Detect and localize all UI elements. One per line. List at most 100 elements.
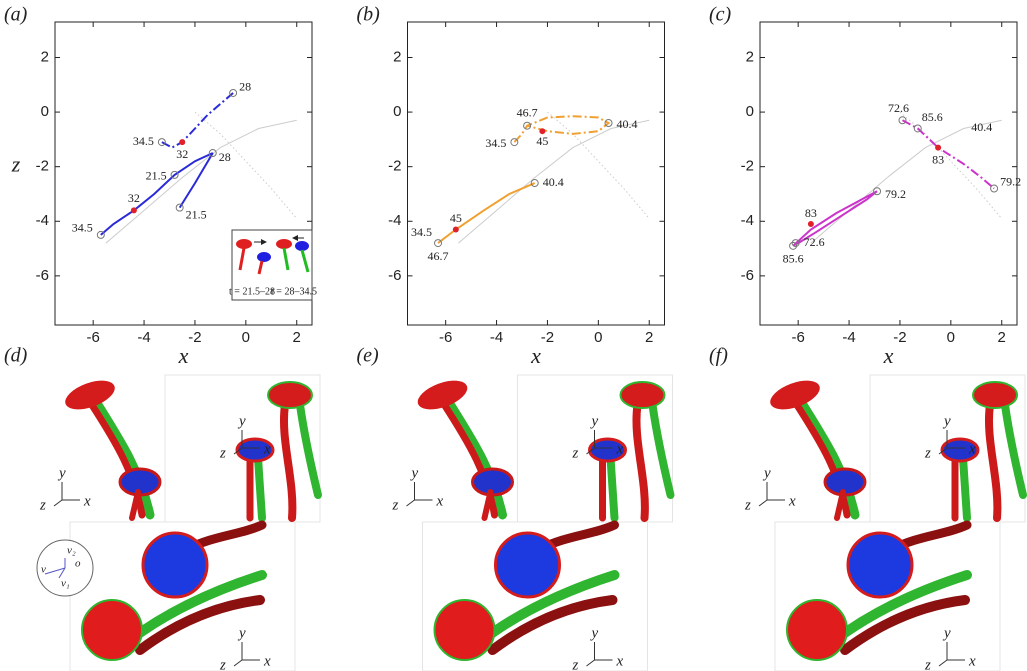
inset-icon [276,239,292,249]
inset-icon [300,249,310,273]
series-line [547,111,650,219]
series-line [899,111,1003,219]
vortex-sphere [494,531,561,599]
vortex-sphere [141,531,209,599]
point-marker [530,179,539,188]
point-label: 85.6 [922,110,943,124]
point-marker [807,221,814,227]
y-tick-label: 2 [393,48,401,65]
x-tick-label: 0 [594,329,602,346]
axis-letter: x [968,653,976,669]
axis-letter: y [237,625,246,641]
vortex-tube [125,570,267,645]
inset-label: t = 21.5–28 [229,286,275,297]
vortex-cap [588,437,627,463]
y-tick-label: -2 [388,158,401,175]
vortex-sphere [786,599,848,661]
x-tick-label: -6 [439,329,452,346]
vortex-tube [439,398,498,519]
x-tick-label: -2 [541,329,554,346]
vortex-cap [417,380,468,410]
x-tick-label: 0 [947,329,955,346]
y-tick-label: -2 [741,158,754,175]
vortex-sphere [81,599,143,661]
series-line [792,190,878,247]
y-tick-label: 0 [41,103,49,120]
axis-letter: z [572,445,579,461]
axis-triad [406,482,433,507]
axis-letter: z [744,497,751,513]
vortex-tube [90,395,155,520]
point-marker [452,226,459,233]
inset-label: t = 28–34.5 [271,286,317,297]
vortex-cap [619,381,666,409]
axis-letter: z [39,497,46,513]
vortex-cap [65,380,115,410]
x-axis-label: x [178,343,189,368]
x-tick-label: 2 [998,329,1006,346]
series-line [105,119,297,244]
point-label: 83 [805,206,817,220]
x-axis-label: x [530,343,541,368]
y-axis-label: z [11,152,21,177]
point-marker [170,170,179,179]
point-label: 21.5 [186,207,207,221]
vortex-tube [487,595,618,655]
point-marker [208,149,217,158]
point-label: 46.7 [517,105,538,119]
panel-label: (c) [709,4,732,26]
inset-icon [295,241,309,251]
vortex-tube [1001,401,1027,499]
axis-letter: z [392,497,399,513]
point-marker [179,139,186,146]
point-marker [604,119,613,127]
vortex-cap [235,437,275,463]
x-tick-label: -2 [893,329,906,346]
vortex-tube [280,401,297,522]
axis-letter: z [924,657,931,671]
point-label: 83 [932,152,944,166]
vortex-tube [443,395,507,520]
vortex-tube [834,489,846,521]
vortex-tube [606,454,619,522]
axis-letter: x [616,653,624,669]
vortex-tube [791,398,851,519]
plot-frame [407,21,665,326]
point-label: 34.5 [133,134,154,148]
axis-triad [938,642,965,667]
point-marker [539,128,546,135]
point-marker [873,187,882,196]
vortex-tube [795,395,860,520]
x-tick-label: 0 [242,329,250,346]
inset-icon [257,260,264,275]
x-tick-label: -4 [490,329,503,346]
vortex-tube [254,454,266,522]
panel-label: (e) [357,345,380,367]
point-label: 28 [219,150,231,164]
point-label: 34.5 [485,136,506,150]
point-marker [434,239,443,248]
axis-triad [586,642,613,667]
vortex-cap [972,381,1018,409]
vortex-tube [632,401,649,522]
series-line [178,152,214,209]
vortex-tube [830,570,972,645]
y-tick-label: -6 [741,267,754,284]
plot-frame [759,21,1018,326]
y-tick-label: 0 [393,103,401,120]
panel-label: (f) [709,345,728,367]
vortex-tube [129,489,141,521]
vortex-sphere [846,531,914,599]
x-tick-label: 2 [645,329,653,346]
point-marker [96,230,105,239]
x-tick-label: -6 [86,329,99,346]
point-marker [175,203,184,212]
point-marker [130,207,137,214]
y-tick-label: 2 [41,48,49,65]
vortex-tube [959,454,971,522]
panel-label: (d) [4,345,28,367]
axis-triad [938,430,965,455]
axis-letter: x [616,441,624,457]
point-marker [990,184,999,193]
inset-icon [257,252,271,262]
